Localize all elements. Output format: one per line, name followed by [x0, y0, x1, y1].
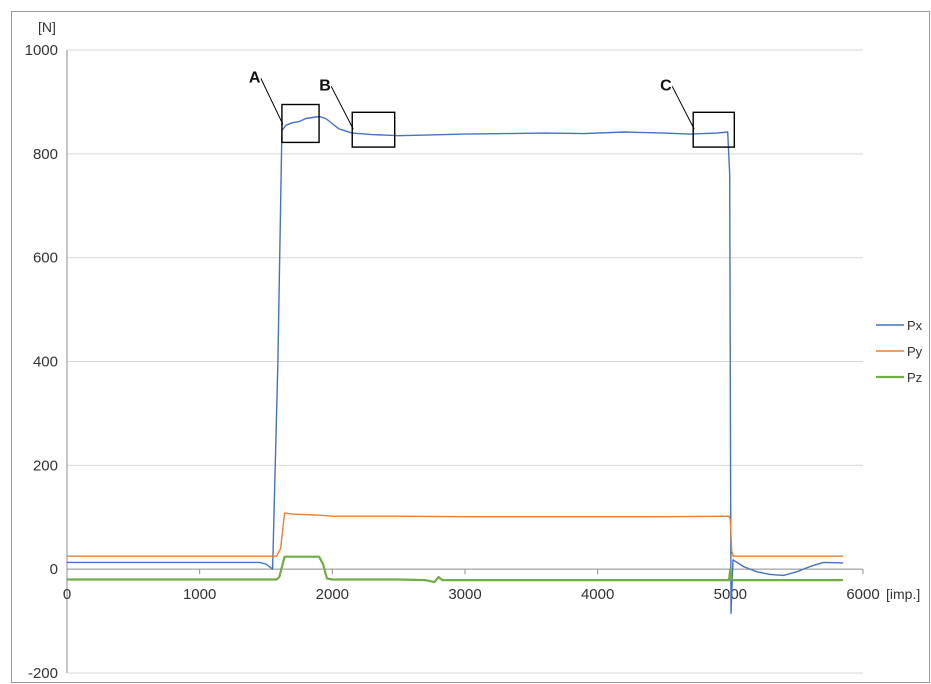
x-tick-labels: 0 1000 2000 3000 4000 5000 6000: [63, 586, 880, 603]
y-tick-label: 1000: [25, 42, 58, 59]
x-tick-label: 4000: [581, 586, 614, 603]
x-tick-label: 3000: [448, 586, 481, 603]
y-axis-unit-label: [N]: [38, 19, 56, 35]
legend-label-py: Py: [907, 344, 923, 359]
series-line-px: [67, 115, 844, 614]
series-line-py: [67, 512, 844, 557]
x-tick-label: 2000: [316, 586, 349, 603]
annotation-leader-c: [671, 86, 695, 130]
y-tick-label: 0: [50, 561, 58, 578]
y-tick-label: 800: [33, 146, 58, 163]
chart-frame: [11, 11, 930, 683]
legend: Px Py Pz: [876, 318, 923, 385]
annotation-label-a: A: [249, 70, 261, 87]
x-tick-label: 6000: [846, 586, 879, 603]
series-line-pz: [67, 555, 844, 584]
legend-label-px: Px: [907, 318, 923, 333]
annotation-leader-a: [260, 78, 284, 125]
annotations: A B C: [249, 70, 736, 148]
annotation-label-b: B: [319, 77, 331, 94]
y-tick-label: 400: [33, 354, 58, 371]
y-tick-labels: -200 0 200 400 600 800 1000: [25, 42, 58, 682]
annotation-box-a: [281, 103, 320, 144]
annotation-leader-b: [330, 86, 354, 130]
grid-lines: [67, 49, 863, 674]
x-tick-label: 1000: [183, 586, 216, 603]
annotation-box-b: [351, 111, 396, 148]
legend-label-pz: Pz: [907, 370, 922, 385]
x-axis-unit-label: [imp.]: [886, 586, 920, 602]
data-series: [67, 115, 844, 614]
y-tick-label: 600: [33, 250, 58, 267]
annotation-label-c: C: [660, 77, 672, 94]
y-tick-label: -200: [28, 665, 58, 682]
annotation-box-c: [692, 111, 736, 148]
y-tick-label: 200: [33, 457, 58, 474]
x-tick-label: 0: [63, 586, 71, 603]
